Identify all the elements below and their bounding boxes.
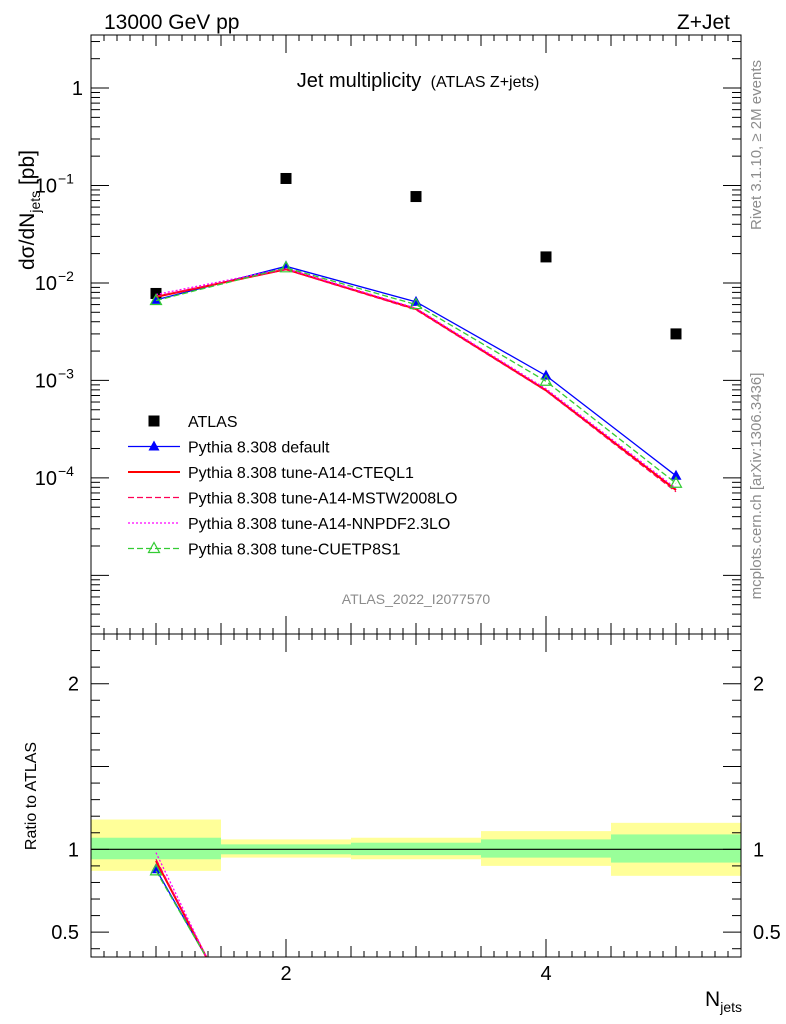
main-axis-ticks	[90, 35, 742, 634]
legend-entry: Pythia 8.308 tune-A14-CTEQL1	[128, 465, 414, 482]
legend-label: Pythia 8.308 tune-A14-CTEQL1	[188, 465, 414, 482]
data-point	[670, 469, 682, 480]
ratio-y-tick-label: 0.5	[51, 922, 79, 944]
ylabel-unit: [pb]	[16, 150, 39, 191]
main-panel: 1 10−1 10−2 10−3 10−4 Jet multiplicity (ATLA…	[16, 34, 742, 635]
legend-label: Pythia 8.308 tune-A14-MSTW2008LO	[188, 491, 457, 508]
xlabel-sub: jets	[719, 999, 742, 1015]
ratio-uncertainty-bands	[91, 819, 741, 876]
legend-label: Pythia 8.308 tune-A14-NNPDF2.3LO	[188, 516, 450, 533]
main-y-axis-label: dσ/dNjets [pb]	[16, 150, 43, 270]
legend-label: ATLAS	[188, 414, 238, 431]
ratio-axis-ticks	[90, 633, 742, 957]
main-y-tick-label: 10−4	[35, 463, 74, 490]
data-point	[149, 293, 163, 306]
ratio-y-tick-label-right: 2	[753, 674, 764, 696]
series-5	[149, 260, 683, 488]
ratio-inner-band	[481, 839, 611, 858]
title-text: Jet multiplicity	[297, 70, 421, 92]
ylabel-main: dσ/dN	[16, 213, 39, 270]
data-point	[669, 476, 683, 488]
ratio-y-axis-label: Ratio to ATLAS	[23, 742, 40, 850]
main-y-tick-label: 1	[72, 78, 83, 100]
x-tick-label: 2	[280, 963, 291, 985]
main-y-tick-label: 10−2	[35, 268, 74, 295]
xlabel-main: N	[705, 988, 720, 1011]
rivet-version-label: Rivet 3.1.10, ≥ 2M events	[748, 60, 765, 230]
series-0	[150, 172, 682, 340]
ratio-inner-band	[611, 834, 741, 863]
legend-entry: ATLAS	[148, 414, 238, 431]
ratio-series-group	[149, 852, 208, 957]
legend-entry: Pythia 8.308 default	[128, 440, 330, 457]
data-point	[148, 415, 160, 427]
data-point	[148, 440, 160, 451]
legend: ATLAS Pythia 8.308 default Pythia 8.308 tu…	[128, 414, 457, 559]
mcplots-label: mcplots.cern.ch [arXiv:1306.3436]	[748, 373, 765, 600]
header-right: Z+Jet	[677, 11, 730, 34]
legend-label: Pythia 8.308 default	[188, 440, 330, 457]
main-y-tick-label: 10−3	[35, 365, 74, 392]
x-axis-label: Njets	[705, 988, 742, 1015]
main-title: Jet multiplicity (ATLAS Z+jets)	[297, 70, 540, 92]
ratio-inner-band	[91, 837, 221, 860]
ratio-y-tick-label: 1	[68, 839, 79, 861]
main-series-group	[149, 172, 683, 493]
ratio-y-tick-labels: 0.5 0.5 1 1 2 2	[51, 674, 781, 944]
ratio-line	[155, 870, 207, 957]
legend-entry: Pythia 8.308 tune-A14-MSTW2008LO	[128, 491, 457, 508]
subtitle-text: (ATLAS Z+jets)	[431, 74, 540, 91]
legend-entry: Pythia 8.308 tune-CUETP8S1	[128, 541, 401, 559]
data-point	[279, 260, 293, 273]
data-point	[149, 863, 163, 876]
main-y-tick-labels: 1 10−1 10−2 10−3 10−4	[35, 78, 83, 490]
data-point	[280, 172, 292, 184]
data-point	[147, 541, 161, 554]
data-point	[409, 297, 423, 310]
ratio-y-tick-label: 2	[68, 674, 79, 696]
data-point	[410, 191, 422, 203]
ratio-y-tick-label-right: 1	[753, 839, 764, 861]
legend-entry: Pythia 8.308 tune-A14-NNPDF2.3LO	[128, 516, 450, 533]
legend-label: Pythia 8.308 tune-CUETP8S1	[188, 542, 401, 559]
data-point	[539, 374, 553, 386]
analysis-watermark: ATLAS_2022_I2077570	[342, 591, 491, 607]
ylabel-sub: jets	[27, 191, 43, 214]
main-y-tick-label: 10−1	[35, 170, 74, 197]
data-point	[670, 328, 682, 340]
x-tick-label: 4	[540, 963, 551, 985]
ratio-y-tick-label-right: 0.5	[753, 922, 781, 944]
ratio-frame	[90, 633, 742, 958]
ratio-series-4	[149, 863, 207, 957]
data-point	[150, 293, 162, 304]
header-left: 13000 GeV pp	[104, 11, 239, 34]
data-point	[540, 251, 552, 263]
